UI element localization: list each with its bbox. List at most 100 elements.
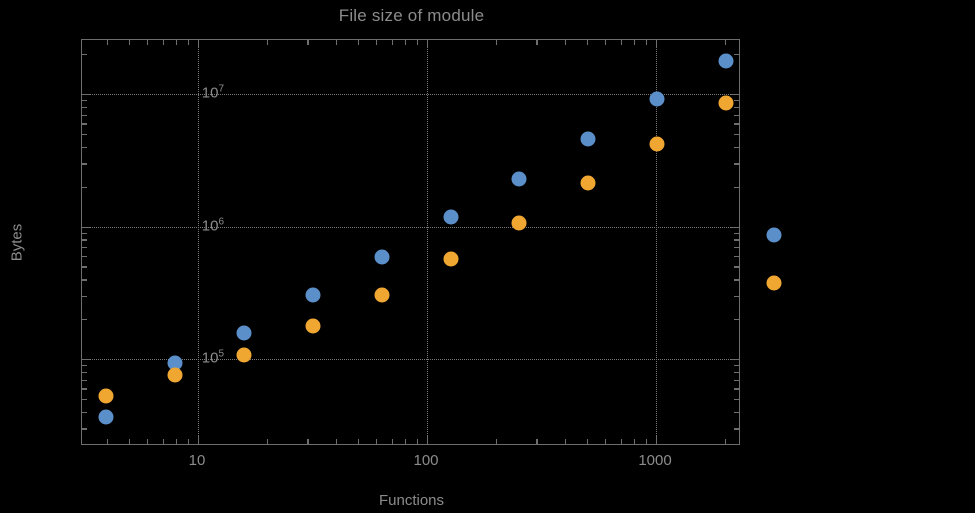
- y-axis-tick-minor: [82, 133, 87, 136]
- y-axis-tick-minor: [734, 163, 739, 165]
- y-axis-tick-minor: [82, 247, 87, 249]
- y-axis-tick-minor: [734, 100, 739, 102]
- y-axis-tick-minor: [82, 319, 87, 321]
- data-point: [374, 287, 390, 303]
- x-axis-tick-minor: [187, 40, 189, 45]
- x-axis-tick-minor: [587, 40, 589, 45]
- x-axis-tick-minor: [106, 40, 109, 45]
- y-axis-tick-minor: [82, 186, 87, 188]
- y-axis-tick-minor: [734, 239, 739, 241]
- y-axis-tick-minor: [82, 54, 87, 56]
- y-axis-tick-minor: [82, 365, 87, 367]
- y-axis-tick-minor: [734, 186, 739, 188]
- y-axis-tick-minor: [734, 232, 739, 234]
- y-axis-tick-major: [731, 359, 739, 361]
- data-point: [167, 355, 183, 371]
- data-point: [649, 91, 665, 107]
- data-point: [718, 53, 734, 69]
- data-point: [511, 171, 527, 187]
- data-point: [766, 227, 782, 243]
- x-axis-tick-minor: [266, 439, 269, 444]
- y-axis-tick-minor: [734, 123, 739, 125]
- y-axis-tick-major: [82, 359, 90, 361]
- y-axis-tick-minor: [82, 388, 87, 390]
- y-axis-tick-label: 107: [201, 83, 224, 102]
- x-axis-tick-minor: [175, 439, 178, 444]
- x-axis-tick-label: 10: [188, 452, 206, 469]
- x-axis-tick-minor: [404, 439, 407, 444]
- y-axis-tick-minor: [82, 255, 87, 258]
- x-axis-tick-minor: [335, 439, 338, 444]
- x-axis-tick-minor: [129, 439, 131, 444]
- x-axis-tick-label: 1000: [638, 452, 672, 469]
- y-axis-tick-minor: [734, 371, 739, 374]
- y-axis-tick-minor: [82, 266, 87, 268]
- x-axis-tick-minor: [416, 40, 418, 45]
- x-axis-tick-minor: [391, 439, 393, 444]
- x-axis-tick-minor: [645, 439, 647, 444]
- x-axis-tick-minor: [724, 439, 727, 444]
- y-axis-tick-minor: [734, 319, 739, 321]
- x-axis-tick-minor: [645, 40, 647, 45]
- x-axis-tick-minor: [175, 40, 178, 45]
- y-axis-tick-minor: [82, 146, 87, 149]
- x-axis-tick-minor: [536, 439, 538, 444]
- x-axis-tick-minor: [162, 40, 164, 45]
- data-point: [236, 347, 252, 363]
- y-axis-tick-minor: [734, 411, 739, 414]
- y-axis-tick-minor: [82, 279, 87, 281]
- gridline-vertical: [198, 40, 199, 444]
- y-axis-tick-label: 105: [201, 348, 224, 367]
- x-axis-tick-minor: [358, 40, 360, 45]
- y-axis-tick-major: [82, 226, 90, 228]
- y-axis-tick-minor: [82, 379, 87, 381]
- x-axis-tick-minor: [416, 439, 418, 444]
- y-axis-label: Bytes: [8, 223, 26, 262]
- data-point: [167, 367, 183, 383]
- data-point: [443, 251, 459, 267]
- x-axis-tick-minor: [724, 40, 727, 45]
- y-axis-tick-minor: [734, 54, 739, 56]
- y-axis-tick-minor: [734, 428, 739, 430]
- x-axis-tick-minor: [495, 40, 498, 45]
- x-axis-tick-minor: [335, 40, 338, 45]
- data-point: [305, 287, 321, 303]
- data-point: [580, 175, 596, 191]
- data-point: [580, 131, 596, 147]
- x-axis-tick-minor: [376, 439, 378, 444]
- x-axis-tick-major: [656, 436, 658, 444]
- x-axis-tick-major: [427, 436, 429, 444]
- x-axis-tick-major: [198, 40, 200, 48]
- y-axis-tick-minor: [734, 279, 739, 281]
- x-axis-tick-minor: [187, 439, 189, 444]
- x-axis-tick-major: [198, 436, 200, 444]
- data-point: [511, 215, 527, 231]
- y-axis-tick-major: [731, 94, 739, 96]
- x-axis-tick-major: [656, 40, 658, 48]
- gridline-vertical: [656, 40, 657, 444]
- y-axis-tick-minor: [82, 239, 87, 241]
- x-axis-tick-minor: [307, 40, 309, 45]
- x-axis-tick-major: [427, 40, 429, 48]
- y-axis-tick-minor: [82, 106, 87, 109]
- x-axis-tick-minor: [620, 439, 622, 444]
- x-axis-tick-minor: [358, 439, 360, 444]
- data-point: [305, 318, 321, 334]
- x-axis-tick-minor: [147, 439, 149, 444]
- gridline-horizontal: [82, 359, 739, 360]
- y-axis-tick-minor: [734, 247, 739, 249]
- x-axis-label: Functions: [378, 492, 445, 509]
- x-axis-tick-minor: [147, 40, 149, 45]
- chart-title: File size of module: [338, 6, 485, 25]
- gridline-vertical: [427, 40, 428, 444]
- y-axis-tick-minor: [82, 163, 87, 165]
- data-point: [374, 249, 390, 265]
- gridline-horizontal: [82, 226, 739, 228]
- x-axis-tick-label: 100: [413, 452, 439, 469]
- x-axis-tick-minor: [605, 40, 607, 45]
- data-point: [443, 209, 459, 225]
- y-axis-tick-minor: [734, 106, 739, 109]
- data-point: [766, 275, 782, 291]
- x-axis-tick-minor: [391, 40, 393, 45]
